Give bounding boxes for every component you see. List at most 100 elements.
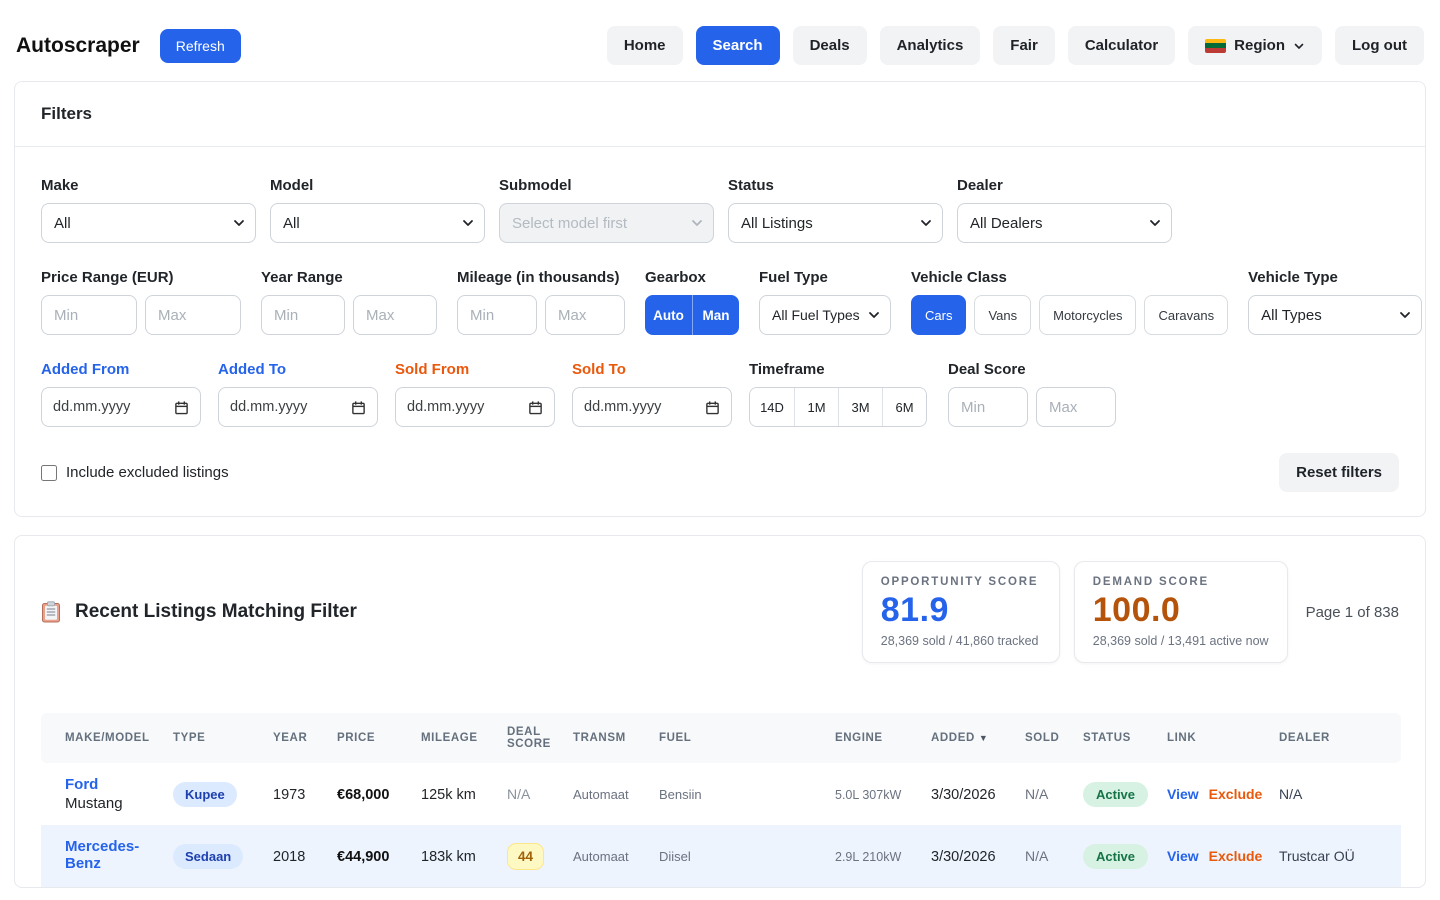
status-filter: Status All Listings: [728, 177, 943, 243]
timeframe-6m-button[interactable]: 6M: [882, 388, 926, 426]
filter-row-2: Price Range (EUR) Year Range Mileage (in…: [41, 269, 1423, 335]
listing-make-link[interactable]: Mercedes-Benz: [65, 838, 140, 872]
header-transm[interactable]: TRANSM: [565, 713, 651, 763]
deal-score-filter: Deal Score: [948, 361, 1116, 427]
model-select[interactable]: All: [270, 203, 485, 243]
nav-search[interactable]: Search: [695, 26, 780, 65]
mileage-min-input[interactable]: [457, 295, 537, 335]
nav-deals[interactable]: Deals: [792, 26, 867, 65]
sold-to-date-input[interactable]: dd.mm.yyyy: [572, 387, 732, 427]
status-badge: Active: [1083, 781, 1149, 807]
timeframe-1m-button[interactable]: 1M: [794, 388, 838, 426]
listing-added-date: 3/30/2026: [931, 786, 996, 803]
model-filter: Model All: [270, 177, 485, 243]
mileage-max-input[interactable]: [545, 295, 625, 335]
added-to-date-input[interactable]: dd.mm.yyyy: [218, 387, 378, 427]
calendar-icon[interactable]: [174, 400, 189, 415]
deal-score-min-input[interactable]: [948, 387, 1028, 427]
view-link[interactable]: View: [1167, 786, 1199, 802]
year-range-filter: Year Range: [261, 269, 437, 335]
header-deal-score[interactable]: DEAL SCORE: [499, 713, 565, 763]
filter-row-1: Make All Model All Submodel: [41, 177, 1399, 243]
filter-row-3: Added From dd.mm.yyyy Added To dd.mm.yyy…: [41, 361, 1399, 427]
header-fuel[interactable]: FUEL: [651, 713, 827, 763]
listing-year: 2018: [273, 848, 306, 865]
opportunity-score-label: OPPORTUNITY SCORE: [880, 576, 1039, 588]
vehicle-class-cars[interactable]: Cars: [911, 295, 967, 335]
deal-score-badge: 44: [507, 842, 545, 870]
header-added[interactable]: ADDED ▼: [923, 713, 1017, 763]
deal-score-max-input[interactable]: [1036, 387, 1116, 427]
include-excluded-checkbox[interactable]: [41, 464, 57, 481]
exclude-link[interactable]: Exclude: [1208, 848, 1263, 864]
gearbox-man-button[interactable]: Man: [692, 295, 739, 335]
type-badge: Sedaan: [173, 843, 244, 869]
vehicle-class-caravans[interactable]: Caravans: [1144, 295, 1229, 335]
mileage-filter: Mileage (in thousands): [457, 269, 625, 335]
include-excluded-label: Include excluded listings: [66, 464, 229, 481]
header-link[interactable]: LINK: [1159, 713, 1271, 763]
main-nav: Home Search Deals Analytics Fair Calcula…: [606, 26, 1424, 65]
sold-to-label: Sold To: [572, 361, 626, 378]
refresh-button[interactable]: Refresh: [159, 28, 241, 63]
type-badge: Kupee: [173, 781, 237, 807]
nav-home[interactable]: Home: [606, 26, 683, 65]
fuel-type-filter: Fuel Type All Fuel Types: [759, 269, 891, 335]
vehicle-type-select[interactable]: All Types: [1248, 295, 1423, 335]
year-max-input[interactable]: [353, 295, 437, 335]
submodel-input[interactable]: [499, 203, 714, 243]
header-mileage[interactable]: MILEAGE: [413, 713, 499, 763]
table-row: Mercedes-Benz Sedaan 2018 €44,900 183k k…: [41, 825, 1401, 887]
timeframe-14d-button[interactable]: 14D: [750, 388, 794, 426]
listing-dealer: Trustcar OÜ: [1279, 848, 1355, 864]
reset-filters-button[interactable]: Reset filters: [1279, 453, 1399, 492]
nav-fair[interactable]: Fair: [993, 26, 1055, 65]
added-to-filter: Added To dd.mm.yyyy: [218, 361, 378, 427]
dealer-select[interactable]: All Dealers: [957, 203, 1172, 243]
price-min-input[interactable]: [41, 295, 137, 335]
model-label: Model: [270, 177, 314, 194]
opportunity-score-card: OPPORTUNITY SCORE 81.9 28,369 sold / 41,…: [861, 561, 1060, 663]
header-engine[interactable]: ENGINE: [827, 713, 923, 763]
vehicle-class-filter: Vehicle Class Cars Vans Motorcycles Cara…: [911, 269, 1229, 335]
header-type[interactable]: TYPE: [165, 713, 265, 763]
dealer-filter: Dealer All Dealers: [957, 177, 1172, 243]
added-from-date-input[interactable]: dd.mm.yyyy: [41, 387, 201, 427]
header-status[interactable]: STATUS: [1075, 713, 1159, 763]
region-menu-button[interactable]: Region: [1188, 26, 1323, 65]
gearbox-auto-button[interactable]: Auto: [645, 295, 692, 335]
nav-calculator[interactable]: Calculator: [1067, 26, 1176, 65]
view-link[interactable]: View: [1167, 848, 1199, 864]
vehicle-class-motorcycles[interactable]: Motorcycles: [1039, 295, 1137, 335]
exclude-link[interactable]: Exclude: [1208, 786, 1263, 802]
header-dealer[interactable]: DEALER: [1271, 713, 1401, 763]
make-select[interactable]: All: [41, 203, 256, 243]
calendar-icon[interactable]: [528, 400, 543, 415]
header-make-model[interactable]: MAKE/MODEL: [41, 713, 165, 763]
listing-transmission: Automaat: [573, 849, 629, 864]
vehicle-class-label: Vehicle Class: [911, 269, 1007, 286]
listing-transmission: Automaat: [573, 787, 629, 802]
logout-button[interactable]: Log out: [1335, 26, 1424, 65]
header-price[interactable]: PRICE: [329, 713, 413, 763]
fuel-type-select[interactable]: All Fuel Types: [759, 295, 891, 335]
header-year[interactable]: YEAR: [265, 713, 329, 763]
header-sold[interactable]: SOLD: [1017, 713, 1075, 763]
status-select[interactable]: All Listings: [728, 203, 943, 243]
vehicle-type-filter: Vehicle Type All Types: [1248, 269, 1423, 335]
filters-body: Make All Model All Submodel: [15, 147, 1425, 516]
timeframe-3m-button[interactable]: 3M: [838, 388, 882, 426]
listing-fuel: Diisel: [659, 849, 691, 864]
price-max-input[interactable]: [145, 295, 241, 335]
calendar-icon[interactable]: [351, 400, 366, 415]
nav-analytics[interactable]: Analytics: [879, 26, 981, 65]
year-min-input[interactable]: [261, 295, 345, 335]
sold-from-date-input[interactable]: dd.mm.yyyy: [395, 387, 555, 427]
listing-make-link[interactable]: Ford: [65, 776, 99, 793]
vehicle-class-vans[interactable]: Vans: [974, 295, 1032, 335]
timeframe-label: Timeframe: [749, 361, 825, 378]
demand-score-value: 100.0: [1092, 591, 1181, 629]
brand: Autoscraper Refresh: [16, 28, 241, 63]
calendar-icon[interactable]: [705, 400, 720, 415]
make-filter: Make All: [41, 177, 256, 243]
